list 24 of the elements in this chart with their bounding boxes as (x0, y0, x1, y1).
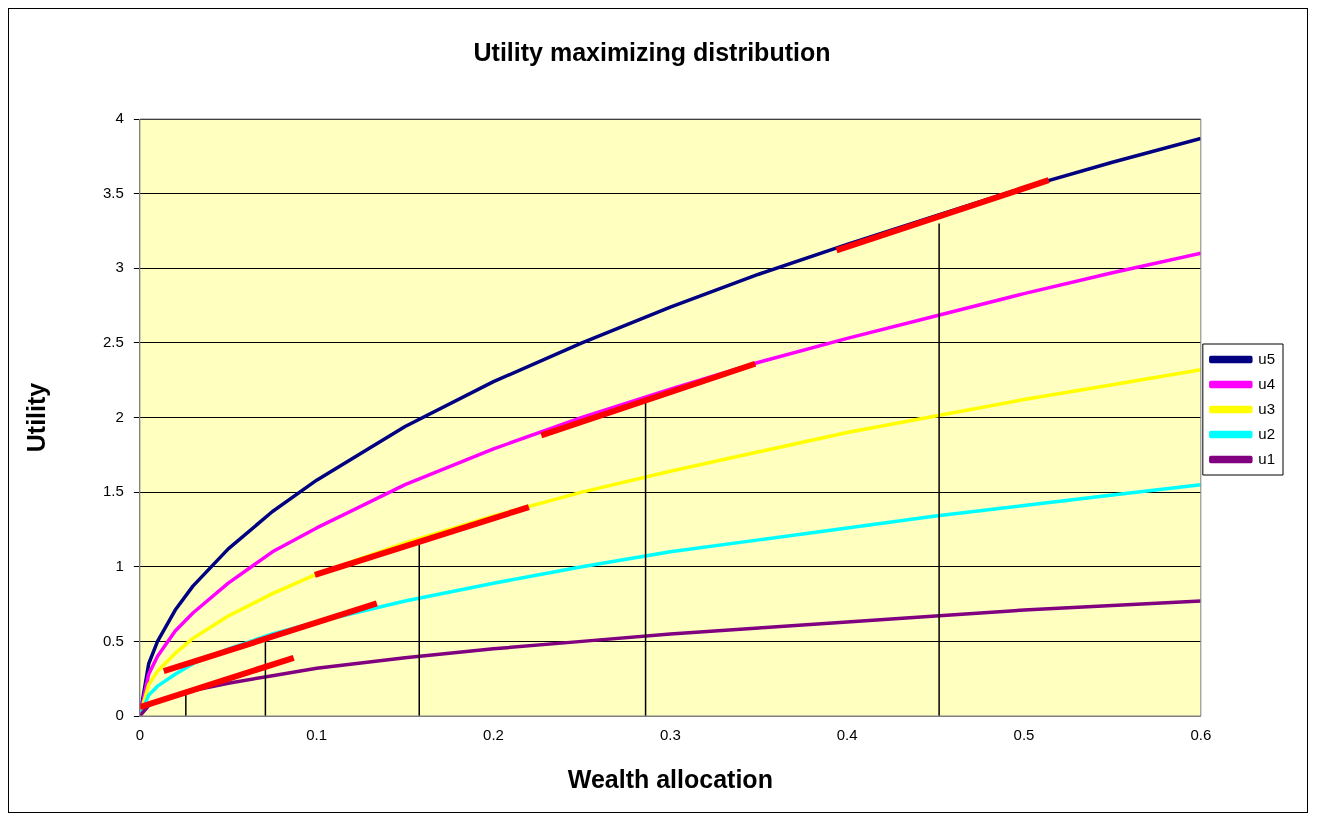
x-tick-label: 0.5 (1013, 726, 1035, 744)
y-axis-title: Utility (21, 382, 50, 453)
chart-title: Utility maximizing distribution (473, 37, 831, 66)
legend-label: u4 (1258, 374, 1275, 392)
x-tick-label: 0.6 (1190, 726, 1212, 744)
legend-label: u3 (1258, 399, 1275, 417)
legend-label: u2 (1258, 424, 1275, 442)
x-tick-label: 0.2 (483, 726, 504, 744)
x-tick-label: 0 (135, 726, 145, 744)
y-tick-label: 4 (115, 109, 124, 127)
x-tick-label: 0.4 (836, 726, 858, 744)
y-tick-label: 3 (115, 258, 124, 276)
x-tick-label: 0.1 (306, 726, 328, 744)
y-tick-label: 1.5 (102, 482, 124, 500)
legend-label: u5 (1258, 349, 1275, 367)
y-tick-label: 0 (115, 706, 124, 724)
legend-label: u1 (1258, 449, 1275, 467)
y-tick-label: 2.5 (102, 333, 124, 351)
y-tick-label: 2 (115, 407, 124, 425)
y-tick-label: 1 (115, 556, 124, 574)
x-tick-label: 0.3 (659, 726, 681, 744)
y-tick-label: 3.5 (102, 183, 124, 201)
x-axis-title: Wealth allocation (567, 764, 773, 793)
y-tick-label: 0.5 (102, 631, 124, 649)
